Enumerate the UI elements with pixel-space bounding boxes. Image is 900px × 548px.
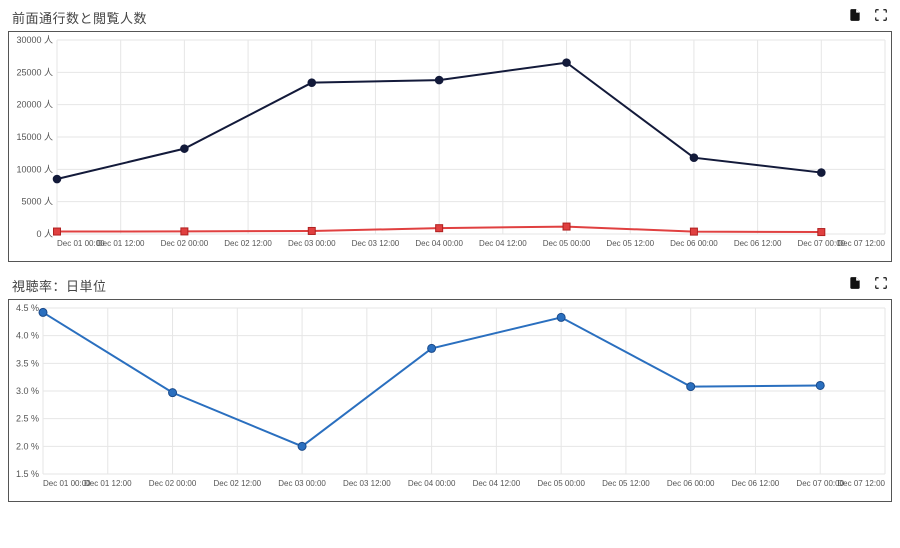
series-marker-viewers[interactable] (563, 223, 570, 230)
x-tick-label: Dec 05 12:00 (602, 479, 650, 488)
series-marker-rate[interactable] (428, 344, 436, 352)
x-tick-label: Dec 02 12:00 (214, 479, 262, 488)
y-tick-label: 2.0 % (16, 441, 39, 451)
save-svg-icon[interactable] (848, 276, 862, 290)
x-tick-label: Dec 04 12:00 (473, 479, 521, 488)
x-tick-label: Dec 02 00:00 (149, 479, 197, 488)
x-tick-label: Dec 07 12:00 (837, 239, 885, 248)
series-marker-passers[interactable] (563, 59, 571, 67)
x-tick-label: Dec 07 12:00 (837, 479, 885, 488)
chart-toolbar (848, 8, 888, 22)
series-marker-rate[interactable] (687, 383, 695, 391)
y-tick-label: 3.5 % (16, 358, 39, 368)
x-tick-label: Dec 06 12:00 (732, 479, 780, 488)
x-tick-label: Dec 01 12:00 (97, 239, 145, 248)
x-tick-label: Dec 06 00:00 (670, 239, 718, 248)
y-tick-label: 1.5 % (16, 469, 39, 479)
series-marker-passers[interactable] (818, 169, 826, 177)
y-tick-label: 4.0 % (16, 331, 39, 341)
panel-header: 視聴率：日単位 (8, 268, 892, 299)
series-marker-passers[interactable] (435, 76, 443, 84)
y-tick-label: 30000 人 (16, 35, 53, 45)
x-tick-label: Dec 04 12:00 (479, 239, 527, 248)
panel-title: 前面通行数と閲覧人数 (12, 8, 147, 27)
series-marker-rate[interactable] (816, 381, 824, 389)
series-marker-rate[interactable] (298, 442, 306, 450)
y-tick-label: 3.0 % (16, 386, 39, 396)
x-tick-label: Dec 06 12:00 (734, 239, 782, 248)
x-tick-label: Dec 02 12:00 (224, 239, 272, 248)
x-tick-label: Dec 05 00:00 (543, 239, 591, 248)
y-tick-label: 0 人 (36, 229, 53, 239)
chart-panel-top: 前面通行数と閲覧人数 0 人 5000 人 10000 人 15000 人 20000 人… (0, 0, 900, 268)
save-svg-icon[interactable] (848, 8, 862, 22)
series-marker-passers[interactable] (181, 145, 189, 153)
y-tick-label: 25000 人 (16, 67, 53, 77)
x-tick-label: Dec 03 12:00 (352, 239, 400, 248)
y-tick-label: 20000 人 (16, 100, 53, 110)
x-tick-label: Dec 01 12:00 (84, 479, 132, 488)
x-tick-label: Dec 03 12:00 (343, 479, 391, 488)
y-tick-label: 2.5 % (16, 414, 39, 424)
x-tick-label: Dec 04 00:00 (415, 239, 463, 248)
series-marker-rate[interactable] (169, 389, 177, 397)
chart-panel-bottom: 視聴率：日単位 1.5 % 2.0 % 2.5 % 3.0 % 3.5 % 4.0 % 4.5… (0, 268, 900, 510)
fullscreen-icon[interactable] (874, 276, 888, 290)
y-tick-label: 4.5 % (16, 303, 39, 313)
y-tick-label: 10000 人 (16, 164, 53, 174)
x-tick-label: Dec 05 00:00 (537, 479, 585, 488)
series-marker-passers[interactable] (308, 79, 316, 87)
series-marker-viewers[interactable] (690, 228, 697, 235)
chart-plot: 0 人 5000 人 10000 人 15000 人 20000 人 25000 人 300… (9, 32, 891, 258)
series-marker-rate[interactable] (39, 308, 47, 316)
series-marker-viewers[interactable] (181, 228, 188, 235)
x-tick-label: Dec 03 00:00 (288, 239, 336, 248)
x-tick-label: Dec 06 00:00 (667, 479, 715, 488)
chart-toolbar (848, 276, 888, 290)
fullscreen-icon[interactable] (874, 8, 888, 22)
x-tick-label: Dec 04 00:00 (408, 479, 456, 488)
series-marker-passers[interactable] (53, 175, 61, 183)
y-tick-label: 15000 人 (16, 132, 53, 142)
series-marker-viewers[interactable] (818, 229, 825, 236)
x-tick-label: Dec 02 00:00 (161, 239, 209, 248)
plot-area: 1.5 % 2.0 % 2.5 % 3.0 % 3.5 % 4.0 % 4.5 % Dec 0… (8, 299, 892, 502)
panel-title: 視聴率：日単位 (12, 276, 107, 295)
x-tick-label: Dec 03 00:00 (278, 479, 326, 488)
panel-header: 前面通行数と閲覧人数 (8, 0, 892, 31)
x-tick-label: Dec 05 12:00 (606, 239, 654, 248)
series-marker-viewers[interactable] (436, 225, 443, 232)
plot-area: 0 人 5000 人 10000 人 15000 人 20000 人 25000 人 300… (8, 31, 892, 262)
series-marker-rate[interactable] (557, 313, 565, 321)
y-tick-label: 5000 人 (21, 197, 53, 207)
chart-plot: 1.5 % 2.0 % 2.5 % 3.0 % 3.5 % 4.0 % 4.5 % Dec 0… (9, 300, 891, 498)
series-marker-viewers[interactable] (308, 227, 315, 234)
series-marker-passers[interactable] (690, 154, 698, 162)
series-marker-viewers[interactable] (54, 228, 61, 235)
